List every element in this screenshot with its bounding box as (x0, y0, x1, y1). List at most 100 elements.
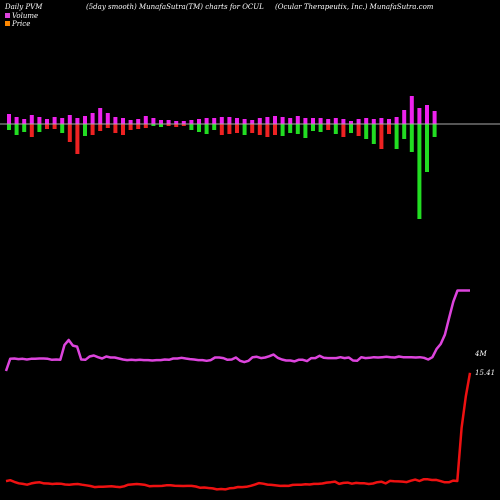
volume-bar-down (295, 124, 300, 134)
volume-bar-up (356, 119, 361, 124)
volume-bar-up (265, 117, 270, 124)
volume-bar-down (227, 124, 232, 134)
volume-bar-down (235, 124, 239, 133)
volume-bar-down (303, 124, 308, 138)
volume-bar-down (29, 124, 34, 137)
volume-bar-up (83, 116, 87, 124)
volume-bar-up (364, 118, 369, 124)
volume-bar-down (371, 124, 376, 144)
volume-bar-down (402, 124, 407, 139)
volume-bar-up (417, 108, 422, 124)
volume-bar-up (257, 118, 262, 124)
volume-bar-down (341, 124, 346, 137)
volume-bar-down (90, 124, 95, 135)
volume-bar-down (22, 124, 27, 132)
volume-bar-down (52, 124, 57, 129)
volume-bar-up (121, 118, 125, 124)
volume-bar-up (371, 119, 376, 124)
volume-bar-down (250, 124, 255, 133)
volume-bars (7, 96, 437, 219)
volume-bar-up (143, 116, 148, 124)
volume-bar-up (250, 120, 255, 124)
volume-bar-up (197, 119, 201, 124)
volume-bar-down (288, 124, 293, 133)
volume-bar-up (98, 108, 103, 124)
volume-bar-up (189, 120, 194, 124)
volume-bar-down (387, 124, 391, 134)
volume-bar-down (83, 124, 87, 136)
volume-bar-down (98, 124, 103, 131)
legend-volume-swatch (5, 13, 10, 18)
header-title: (5day smooth) MunafaSutra(TM) charts for… (86, 3, 264, 11)
volume-bar-up (379, 118, 384, 124)
header-left: Daily PVM (4, 3, 43, 11)
volume-bar-down (379, 124, 384, 149)
volume-bar-down (113, 124, 118, 133)
volume-bar-down (197, 124, 201, 132)
volume-bar-down (204, 124, 209, 134)
volume-bar-down (318, 124, 323, 132)
volume-bar-up (159, 120, 163, 124)
volume-bar-up (22, 119, 27, 124)
volume-bar-down (356, 124, 361, 136)
volume-bar-up (204, 118, 209, 124)
volume-bar-up (60, 118, 65, 124)
volume-bar-up (45, 119, 49, 124)
volume-bar-down (166, 124, 171, 126)
volume-annotation: 4M (474, 350, 487, 358)
volume-bar-down (181, 124, 186, 126)
volume-bar-up (128, 120, 133, 124)
volume-bar-down (75, 124, 80, 154)
volume-bar-up (212, 118, 217, 124)
volume-bar-down (280, 124, 285, 136)
volume-bar-up (75, 118, 80, 124)
volume-bar-up (242, 119, 247, 124)
legend-price-swatch (5, 21, 10, 26)
volume-bar-up (113, 117, 118, 124)
volume-bar-up (394, 117, 399, 124)
volume-bar-up (341, 119, 346, 124)
volume-bar-up (227, 117, 232, 124)
volume-bar-down (349, 124, 353, 133)
volume-bar-up (52, 117, 57, 124)
volume-bar-down (364, 124, 369, 139)
volume-bar-up (29, 115, 34, 124)
volume-bar-down (425, 124, 429, 172)
volume-bar-up (7, 114, 11, 124)
volume-bar-up (37, 117, 42, 124)
volume-bar-up (181, 121, 186, 124)
volume-bar-up (387, 119, 391, 124)
volume-bar-up (432, 111, 437, 124)
volume-bar-up (288, 118, 293, 124)
volume-bar-up (318, 118, 323, 124)
volume-bar-down (265, 124, 270, 137)
volume-bar-up (280, 117, 285, 124)
volume-bar-down (189, 124, 194, 130)
volume-bar-down (136, 124, 141, 129)
price-annotation: 15.41 (475, 369, 495, 377)
volume-bar-down (14, 124, 19, 135)
volume-bar-up (136, 119, 141, 124)
volume-bar-up (90, 113, 95, 124)
volume-bar-down (60, 124, 65, 133)
volume-bar-down (7, 124, 11, 130)
volume-bar-up (333, 118, 338, 124)
volume-bar-down (67, 124, 72, 142)
volume-bar-up (105, 113, 110, 124)
volume-bar-down (311, 124, 315, 131)
volume-bar-up (349, 121, 353, 124)
legend-volume-label: Volume (12, 12, 38, 20)
volume-bar-up (14, 117, 19, 124)
legend-price-label: Price (11, 20, 30, 28)
price-line (5, 372, 472, 491)
volume-bar-up (67, 115, 72, 124)
volume-bar-up (326, 119, 331, 124)
volume-bar-down (121, 124, 125, 135)
volume-bar-up (273, 116, 277, 124)
volume-bar-up (402, 110, 407, 124)
volume-bar-up (425, 105, 429, 124)
volume-bar-down (159, 124, 163, 127)
volume-bar-up (166, 120, 171, 124)
